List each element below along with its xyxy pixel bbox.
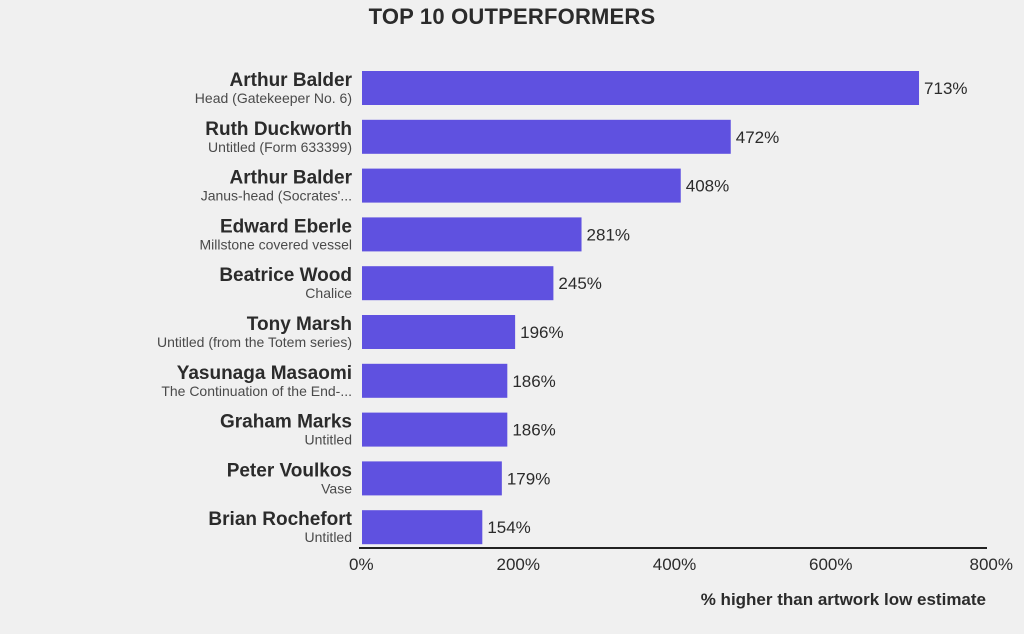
category-artist-label: Arthur Balder [230, 70, 353, 91]
data-label: 245% [558, 274, 601, 293]
bar [362, 168, 681, 203]
category-work-label: The Continuation of the End-... [161, 383, 352, 399]
category-artist-label: Arthur Balder [230, 168, 353, 189]
category-artist-label: Tony Marsh [247, 314, 352, 335]
data-label: 408% [686, 177, 729, 196]
x-axis-title: % higher than artwork low estimate [700, 590, 986, 609]
category-artist-label: Ruth Duckworth [205, 119, 352, 140]
category-artist-label: Edward Eberle [220, 216, 352, 237]
bar [362, 363, 508, 398]
data-label: 154% [487, 518, 530, 537]
data-label: 713% [924, 79, 967, 98]
category-artist-label: Yasunaga Masaomi [177, 363, 352, 384]
category-artist-label: Beatrice Wood [219, 265, 352, 286]
bar [362, 315, 516, 349]
data-label: 472% [736, 128, 779, 147]
category-work-label: Millstone covered vessel [199, 236, 352, 252]
x-tick-label: 600% [809, 555, 852, 574]
category-work-label: Janus-head (Socrates'... [201, 188, 352, 204]
category-work-label: Vase [321, 480, 352, 496]
bar [362, 119, 731, 154]
bar [362, 266, 554, 301]
category-work-label: Untitled (from the Totem series) [157, 334, 352, 350]
category-work-label: Chalice [305, 285, 352, 301]
category-artist-label: Graham Marks [220, 412, 352, 433]
x-tick-label: 200% [497, 555, 540, 574]
data-label: 186% [512, 421, 555, 440]
category-artist-label: Brian Rochefort [208, 509, 352, 530]
category-artist-label: Peter Voulkos [227, 460, 352, 481]
chart-title: TOP 10 OUTPERFORMERS [368, 4, 656, 29]
x-tick-label: 800% [970, 555, 1013, 574]
data-label: 186% [512, 372, 555, 391]
category-work-label: Untitled [305, 432, 352, 448]
bar [362, 461, 502, 496]
bar [362, 412, 508, 447]
bar [362, 71, 920, 105]
x-tick-label: 0% [349, 555, 374, 574]
category-work-label: Untitled [305, 529, 352, 545]
data-label: 196% [520, 323, 563, 342]
category-work-label: Untitled (Form 633399) [208, 139, 352, 155]
category-work-label: Head (Gatekeeper No. 6) [195, 90, 352, 106]
data-label: 281% [587, 225, 630, 244]
data-label: 179% [507, 469, 550, 488]
bar [362, 217, 582, 252]
bar [362, 510, 483, 545]
x-tick-label: 400% [653, 555, 696, 574]
